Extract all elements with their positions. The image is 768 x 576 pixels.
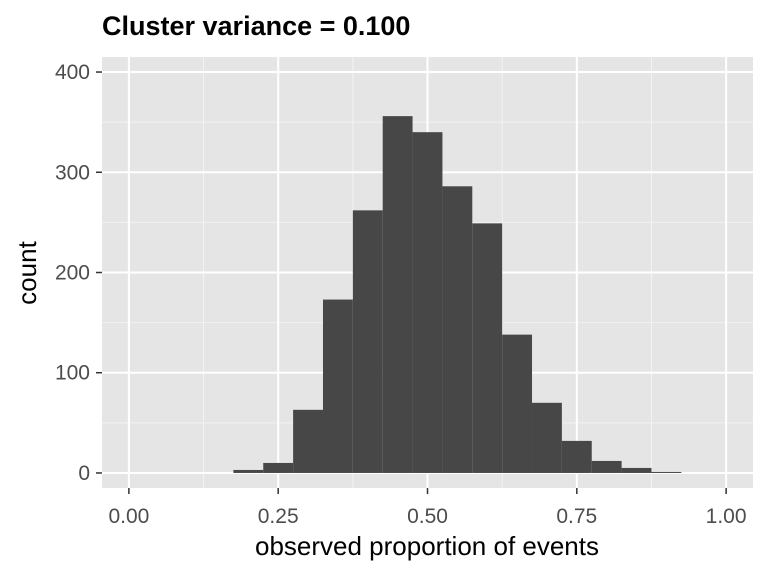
- chart-title: Cluster variance = 0.100: [102, 11, 410, 41]
- y-tick-label: 300: [55, 161, 90, 184]
- histogram-bar: [263, 463, 293, 473]
- y-tick-label: 0: [78, 462, 90, 485]
- y-tick-label: 200: [55, 262, 90, 285]
- histogram-bar: [383, 116, 413, 473]
- y-axis-title: count: [12, 240, 42, 304]
- y-axis: 0 100 200 300 400: [55, 61, 102, 485]
- histogram-bar: [592, 461, 622, 473]
- histogram-bar: [323, 300, 353, 473]
- histogram-bar: [502, 335, 532, 473]
- histogram-bar: [413, 132, 443, 473]
- histogram-bar: [233, 470, 263, 473]
- x-tick-label: 0.50: [407, 505, 448, 528]
- y-tick-label: 400: [55, 61, 90, 84]
- x-axis: 0.00 0.25 0.50 0.75 1.00: [108, 488, 746, 528]
- histogram-bar: [353, 210, 383, 473]
- histogram-bar: [562, 441, 592, 473]
- histogram-bar: [472, 223, 502, 473]
- x-tick-label: 0.25: [258, 505, 299, 528]
- histogram-bar: [442, 186, 472, 473]
- histogram-bar: [651, 472, 681, 473]
- x-tick-label: 0.75: [556, 505, 597, 528]
- histogram-bar: [622, 468, 652, 473]
- y-tick-label: 100: [55, 362, 90, 385]
- histogram-bar: [293, 410, 323, 473]
- x-axis-title: observed proportion of events: [255, 531, 599, 561]
- x-tick-label: 0.00: [108, 505, 149, 528]
- histogram-bar: [532, 403, 562, 473]
- x-tick-label: 1.00: [706, 505, 747, 528]
